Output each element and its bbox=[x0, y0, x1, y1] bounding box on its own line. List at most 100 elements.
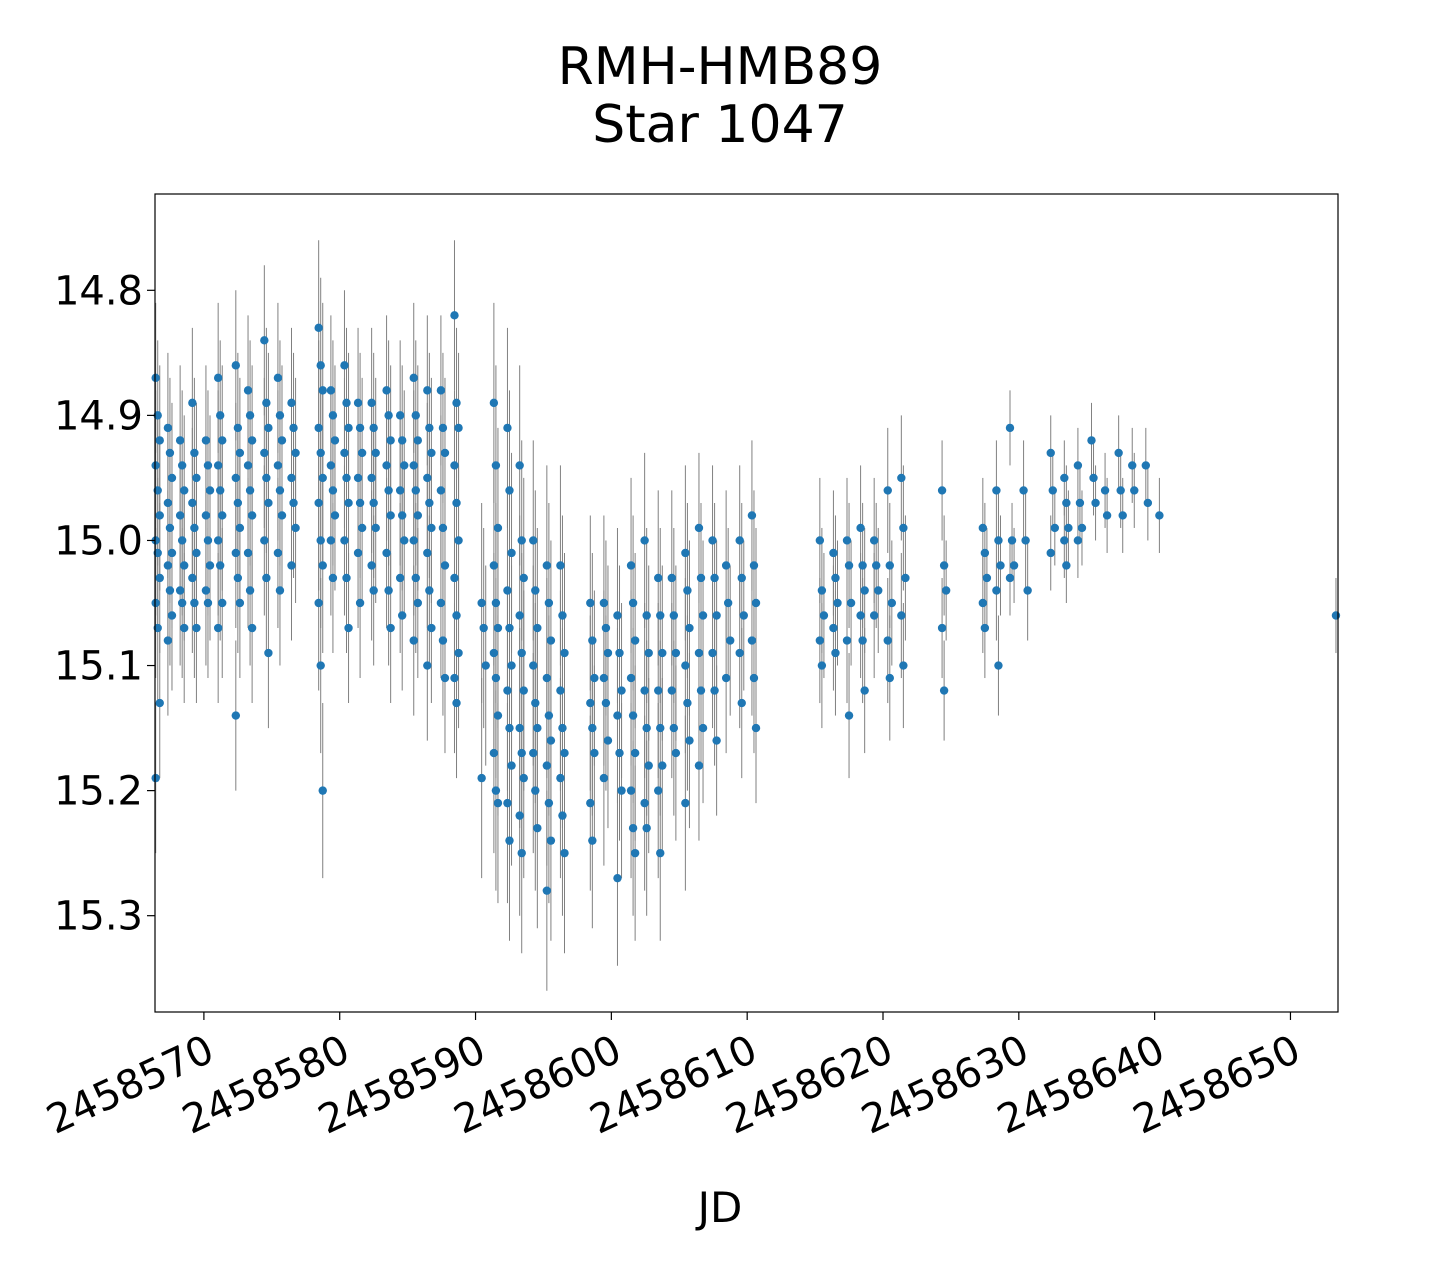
data-point bbox=[671, 648, 681, 658]
data-point bbox=[384, 586, 393, 595]
data-point bbox=[939, 686, 949, 695]
data-point bbox=[175, 436, 185, 445]
data-point bbox=[165, 586, 175, 595]
data-point bbox=[544, 598, 554, 608]
data-point bbox=[833, 598, 842, 608]
data-point bbox=[400, 461, 409, 470]
data-point bbox=[696, 686, 706, 695]
data-point bbox=[586, 598, 595, 608]
data-point bbox=[586, 698, 595, 708]
data-point bbox=[654, 573, 663, 583]
data-point bbox=[218, 436, 227, 445]
data-point bbox=[885, 561, 894, 570]
data-point bbox=[856, 611, 865, 620]
data-point bbox=[367, 561, 376, 570]
data-point bbox=[556, 686, 565, 695]
data-point bbox=[371, 448, 380, 458]
data-point bbox=[287, 398, 296, 408]
data-point bbox=[353, 548, 363, 558]
data-point bbox=[505, 836, 514, 845]
data-point bbox=[413, 436, 423, 445]
data-point bbox=[289, 423, 298, 433]
data-point bbox=[542, 673, 552, 683]
data-point bbox=[353, 473, 363, 483]
data-point bbox=[243, 548, 253, 558]
data-point bbox=[275, 486, 285, 495]
data-point bbox=[382, 548, 391, 558]
data-point bbox=[436, 598, 446, 608]
data-point bbox=[245, 486, 255, 495]
data-point bbox=[190, 448, 199, 458]
data-point bbox=[1118, 511, 1127, 520]
data-point bbox=[481, 661, 490, 670]
data-point bbox=[815, 636, 825, 645]
data-point bbox=[231, 548, 241, 558]
data-point bbox=[243, 386, 253, 395]
data-point bbox=[491, 461, 501, 470]
data-point bbox=[163, 423, 173, 433]
data-point bbox=[163, 498, 173, 508]
data-point bbox=[357, 448, 367, 458]
data-point bbox=[413, 511, 423, 520]
data-point bbox=[901, 573, 910, 583]
data-point bbox=[747, 511, 757, 520]
data-point bbox=[409, 373, 418, 383]
data-point bbox=[260, 536, 269, 545]
data-point bbox=[683, 586, 692, 595]
data-point bbox=[694, 648, 704, 658]
data-point bbox=[450, 311, 459, 320]
data-point bbox=[1075, 498, 1085, 508]
data-point bbox=[556, 561, 565, 570]
data-point bbox=[831, 648, 840, 658]
data-point bbox=[452, 611, 461, 620]
data-point bbox=[899, 523, 908, 533]
data-point bbox=[493, 623, 503, 633]
data-point bbox=[235, 448, 245, 458]
data-point bbox=[264, 423, 273, 433]
data-point bbox=[558, 723, 567, 733]
data-point bbox=[314, 598, 323, 608]
data-point bbox=[737, 698, 746, 708]
data-point bbox=[423, 548, 432, 558]
data-point bbox=[860, 686, 869, 695]
data-point bbox=[517, 648, 526, 658]
data-point bbox=[1023, 586, 1032, 595]
data-point bbox=[1050, 523, 1060, 533]
data-point bbox=[588, 836, 597, 845]
data-point bbox=[1114, 448, 1123, 458]
data-point bbox=[316, 661, 325, 670]
data-point bbox=[438, 423, 448, 433]
data-point bbox=[590, 748, 599, 758]
data-point bbox=[454, 536, 463, 545]
data-point bbox=[817, 586, 827, 595]
data-point bbox=[829, 623, 838, 633]
data-point bbox=[440, 561, 450, 570]
data-point bbox=[395, 411, 405, 420]
data-point bbox=[588, 636, 597, 645]
data-point bbox=[994, 536, 1003, 545]
data-point bbox=[681, 798, 690, 808]
data-point bbox=[386, 436, 395, 445]
data-point bbox=[328, 486, 338, 495]
data-point bbox=[409, 536, 418, 545]
data-point bbox=[515, 811, 524, 820]
data-point bbox=[411, 411, 420, 420]
data-point bbox=[318, 473, 327, 483]
data-point bbox=[151, 598, 160, 608]
data-point bbox=[656, 611, 665, 620]
data-point bbox=[856, 523, 865, 533]
data-point bbox=[533, 823, 542, 833]
data-point bbox=[671, 748, 681, 758]
data-point bbox=[529, 661, 538, 670]
data-point bbox=[519, 573, 528, 583]
data-point bbox=[340, 361, 349, 370]
data-point bbox=[1021, 536, 1030, 545]
data-point bbox=[505, 723, 514, 733]
point-layer bbox=[151, 311, 1341, 895]
data-point bbox=[450, 673, 459, 683]
data-point bbox=[681, 661, 690, 670]
x-axis: 2458570245858024585902458600245861024586… bbox=[40, 1012, 1307, 1144]
data-point bbox=[342, 398, 351, 408]
data-point bbox=[503, 586, 512, 595]
data-point bbox=[342, 473, 351, 483]
